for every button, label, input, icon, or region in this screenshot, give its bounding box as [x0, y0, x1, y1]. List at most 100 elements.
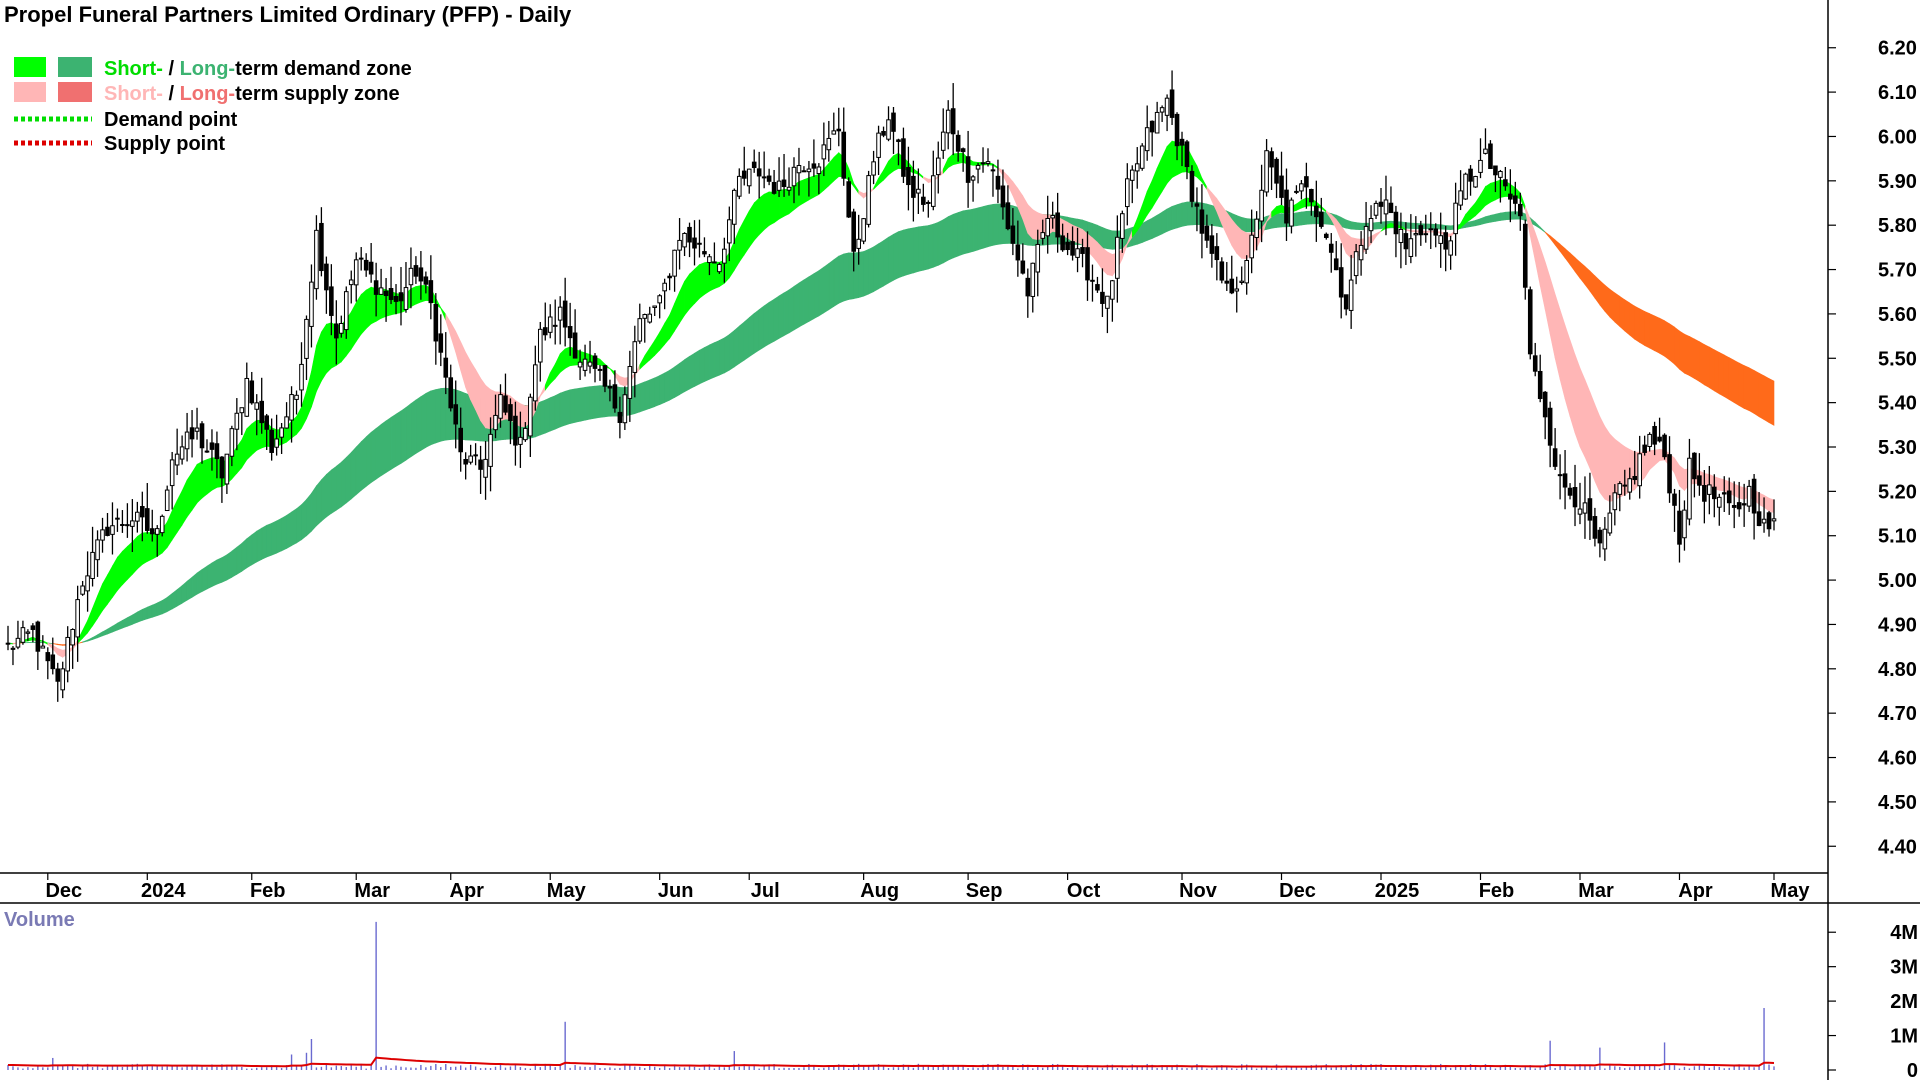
long-term-zone-segment [813, 270, 820, 320]
candle-up [1373, 202, 1379, 216]
candle-down [1015, 244, 1021, 261]
long-term-zone-segment [544, 397, 551, 434]
candle-up [314, 229, 319, 290]
candle-up [1299, 183, 1304, 192]
short-term-zone-segment [1410, 230, 1417, 233]
candle-up [1358, 244, 1364, 261]
short-term-zone-segment [753, 197, 760, 242]
long-term-zone-segment [788, 285, 795, 334]
long-term-zone-segment [1425, 223, 1432, 230]
candle-up [985, 161, 991, 165]
candle-up [353, 259, 359, 286]
candle-up [945, 109, 951, 134]
candle-down [140, 506, 145, 518]
short-term-zone-segment [445, 313, 452, 337]
short-term-zone-segment [1012, 180, 1019, 208]
candle-up [597, 368, 603, 371]
candle-up [1050, 215, 1055, 219]
short-term-zone-segment [1067, 221, 1073, 242]
long-term-zone-segment [947, 213, 954, 261]
short-term-zone-segment [306, 371, 312, 419]
time-tick-label: Jul [751, 880, 780, 902]
long-term-zone-segment [1714, 349, 1720, 395]
candle-up [935, 157, 941, 176]
long-term-zone-segment [798, 279, 805, 328]
time-tick-label: Dec [1279, 880, 1316, 902]
long-term-zone-segment [286, 511, 292, 549]
short-term-zone-segment [92, 595, 98, 627]
candle-up [886, 119, 891, 140]
long-term-zone-segment [321, 473, 327, 522]
candle-down [214, 443, 220, 460]
time-tick-label: Mar [1578, 880, 1614, 902]
short-term-zone-segment [166, 510, 173, 549]
short-term-zone-segment [236, 438, 243, 475]
candle-down [1184, 141, 1190, 168]
short-term-zone-segment [1733, 483, 1740, 499]
short-term-zone-segment [1196, 165, 1203, 183]
short-term-zone-segment [918, 171, 924, 179]
candle-down [881, 130, 886, 136]
long-term-zone-segment [1141, 220, 1148, 243]
candle-down [1224, 280, 1230, 284]
long-term-zone-segment [281, 514, 287, 552]
candle-up [1478, 159, 1483, 173]
short-term-zone-segment [689, 268, 695, 310]
short-term-zone-segment [564, 346, 571, 369]
long-term-zone-segment [1619, 295, 1626, 332]
long-term-zone-segment [440, 387, 447, 442]
long-term-zone-segment [196, 568, 203, 595]
candle-up [1239, 280, 1245, 283]
long-term-zone-segment [992, 203, 999, 246]
candle-up [642, 314, 648, 319]
long-term-zone-segment [1649, 313, 1655, 352]
candle-up [657, 295, 662, 304]
short-term-zone-segment [137, 532, 143, 570]
long-term-zone-segment [1485, 214, 1491, 224]
candle-up [826, 137, 832, 151]
long-term-zone-segment [1186, 201, 1193, 226]
long-term-zone-segment [878, 240, 884, 290]
short-term-zone-segment [171, 500, 178, 541]
long-term-zone-segment [579, 386, 586, 422]
short-term-zone-segment [758, 193, 765, 236]
candle-down [219, 456, 225, 479]
candle-up [518, 436, 523, 445]
short-term-zone-segment [559, 348, 566, 373]
short-term-zone-segment [102, 573, 108, 612]
long-term-zone-segment [574, 387, 581, 423]
candle-up [1617, 483, 1623, 495]
candle-up [1129, 169, 1135, 181]
candle-up [1254, 218, 1259, 239]
candle-up [1423, 233, 1429, 236]
candle-down [1065, 241, 1070, 251]
candle-down [687, 226, 692, 243]
candle-down [50, 654, 56, 670]
short-term-zone-segment [1654, 448, 1660, 466]
candle-down [741, 170, 747, 179]
candle-down [508, 404, 513, 422]
short-term-zone-segment [450, 321, 457, 353]
short-term-zone-segment [923, 176, 929, 184]
candle-up [100, 529, 105, 541]
legend-demand-short: Short- [104, 58, 163, 80]
short-term-zone-segment [1102, 247, 1108, 276]
long-term-zone-segment [1718, 351, 1725, 398]
candle-down [995, 175, 1001, 190]
long-term-zone-segment [1510, 211, 1516, 220]
long-term-zone-segment [709, 342, 715, 380]
long-term-zone-segment [669, 366, 675, 401]
long-term-zone-segment [231, 546, 238, 578]
candle-up [831, 130, 837, 135]
candle-down [329, 286, 334, 316]
candle-up [1453, 202, 1458, 235]
long-term-zone-segment [1569, 252, 1576, 273]
long-term-zone-segment [719, 337, 725, 376]
candle-down [1567, 487, 1573, 496]
candle-up [403, 287, 409, 310]
candle-up [537, 328, 543, 363]
long-term-zone-segment [808, 273, 815, 322]
candle-up [1353, 251, 1359, 277]
long-term-zone-segment [694, 349, 700, 387]
candle-up [1647, 433, 1652, 447]
